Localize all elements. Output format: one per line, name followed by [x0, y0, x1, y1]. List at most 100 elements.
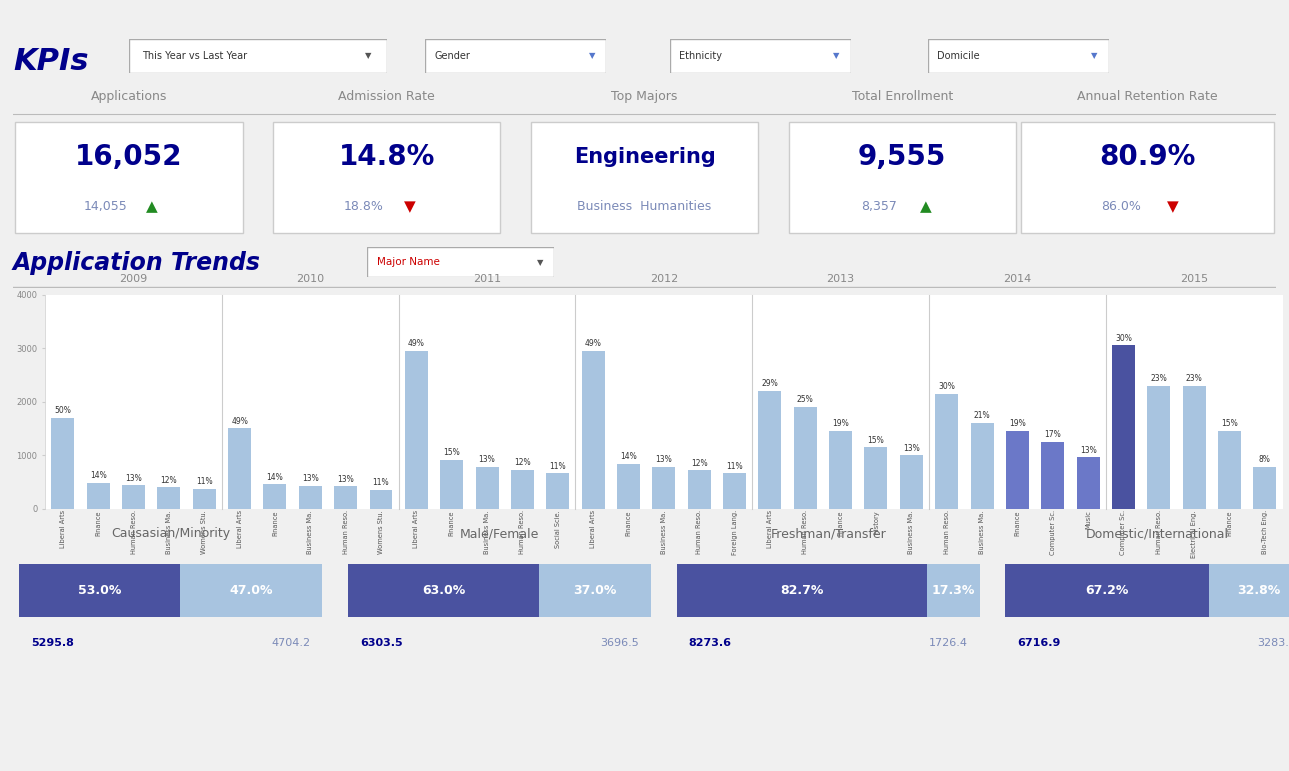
Text: Annual Retention Rate: Annual Retention Rate — [1076, 90, 1218, 103]
FancyBboxPatch shape — [129, 39, 387, 73]
Bar — [157, 487, 180, 509]
FancyBboxPatch shape — [531, 122, 758, 233]
Bar — [370, 490, 392, 509]
Text: 17.3%: 17.3% — [932, 584, 974, 597]
Text: 11%: 11% — [726, 462, 742, 471]
Bar — [1005, 431, 1029, 509]
FancyBboxPatch shape — [927, 564, 980, 617]
Text: 2009: 2009 — [120, 274, 148, 284]
Text: ▼: ▼ — [403, 199, 416, 214]
FancyBboxPatch shape — [1021, 122, 1274, 233]
Text: Total Enrollment: Total Enrollment — [852, 90, 953, 103]
FancyBboxPatch shape — [19, 564, 180, 617]
Bar — [52, 418, 75, 509]
Text: 15%: 15% — [443, 449, 460, 457]
FancyBboxPatch shape — [677, 564, 927, 617]
Bar — [758, 391, 781, 509]
Text: 2010: 2010 — [296, 274, 325, 284]
Text: 18.8%: 18.8% — [344, 200, 383, 213]
Text: 14.8%: 14.8% — [339, 143, 434, 170]
Text: 12%: 12% — [514, 458, 531, 467]
Text: 50%: 50% — [54, 406, 71, 415]
Text: 30%: 30% — [938, 382, 955, 391]
Text: Gender: Gender — [434, 51, 470, 61]
Bar — [547, 473, 570, 509]
Text: 67.2%: 67.2% — [1085, 584, 1129, 597]
Text: 6716.9: 6716.9 — [1017, 638, 1061, 648]
Text: 37.0%: 37.0% — [574, 584, 616, 597]
Text: 15%: 15% — [1221, 419, 1237, 429]
Bar — [122, 485, 144, 509]
Text: ▲: ▲ — [146, 199, 159, 214]
Text: 14%: 14% — [620, 452, 637, 461]
FancyBboxPatch shape — [670, 39, 851, 73]
Text: 13%: 13% — [338, 475, 354, 483]
FancyBboxPatch shape — [539, 564, 651, 617]
Text: ▼: ▼ — [536, 258, 543, 267]
Bar — [510, 470, 534, 509]
Text: 13%: 13% — [656, 456, 672, 464]
FancyBboxPatch shape — [348, 564, 539, 617]
Bar — [476, 466, 499, 509]
FancyBboxPatch shape — [180, 564, 322, 617]
FancyBboxPatch shape — [1005, 564, 1209, 617]
Text: 14%: 14% — [90, 471, 107, 480]
Text: 2013: 2013 — [826, 274, 855, 284]
Text: Causasian/Minority: Causasian/Minority — [111, 527, 231, 540]
Text: 2015: 2015 — [1181, 274, 1208, 284]
Text: 13%: 13% — [904, 443, 919, 453]
Text: Ethnicity: Ethnicity — [679, 51, 722, 61]
Text: 30%: 30% — [1115, 334, 1132, 343]
Text: ▼: ▼ — [365, 52, 371, 60]
Text: Domestic/International: Domestic/International — [1085, 527, 1228, 540]
Text: 21%: 21% — [973, 412, 990, 420]
Text: KPIs: KPIs — [13, 47, 89, 76]
Text: 32.8%: 32.8% — [1237, 584, 1280, 597]
Text: 23%: 23% — [1151, 374, 1167, 383]
Text: 82.7%: 82.7% — [780, 584, 824, 597]
Bar — [581, 351, 605, 509]
Text: 5295.8: 5295.8 — [31, 638, 75, 648]
Bar — [723, 473, 746, 509]
Text: Applications: Applications — [90, 90, 168, 103]
Bar — [900, 455, 923, 509]
Text: 80.9%: 80.9% — [1100, 143, 1195, 170]
Text: 49%: 49% — [585, 339, 602, 348]
Text: 4704.2: 4704.2 — [271, 638, 311, 648]
Text: Freshman/Transfer: Freshman/Transfer — [771, 527, 886, 540]
Bar — [1253, 467, 1276, 509]
Bar — [1147, 386, 1170, 509]
Text: 63.0%: 63.0% — [422, 584, 465, 597]
FancyBboxPatch shape — [928, 39, 1109, 73]
Bar — [193, 489, 215, 509]
Text: 23%: 23% — [1186, 374, 1203, 383]
Text: ▼: ▼ — [589, 52, 596, 60]
Text: 9,555: 9,555 — [858, 143, 946, 170]
Text: Application Trends: Application Trends — [13, 251, 260, 274]
Bar — [829, 431, 852, 509]
Text: 19%: 19% — [833, 419, 849, 429]
Text: 12%: 12% — [691, 459, 708, 467]
FancyBboxPatch shape — [15, 122, 242, 233]
Text: Top Majors: Top Majors — [611, 90, 678, 103]
Bar — [1042, 442, 1065, 509]
Text: 2012: 2012 — [650, 274, 678, 284]
Text: Domicile: Domicile — [937, 51, 980, 61]
Bar — [299, 486, 322, 509]
Bar — [971, 423, 994, 509]
Bar — [1183, 386, 1205, 509]
FancyBboxPatch shape — [425, 39, 606, 73]
Text: ▼: ▼ — [1092, 52, 1098, 60]
Text: 2011: 2011 — [473, 274, 501, 284]
Bar — [617, 464, 639, 509]
Text: 53.0%: 53.0% — [77, 584, 121, 597]
Text: 13%: 13% — [125, 473, 142, 483]
Bar — [652, 467, 675, 509]
Bar — [688, 470, 710, 509]
FancyBboxPatch shape — [273, 122, 500, 233]
Text: 8%: 8% — [1259, 456, 1271, 464]
Bar — [794, 407, 817, 509]
Text: 8273.6: 8273.6 — [688, 638, 732, 648]
Bar — [441, 460, 463, 509]
Bar — [865, 447, 887, 509]
